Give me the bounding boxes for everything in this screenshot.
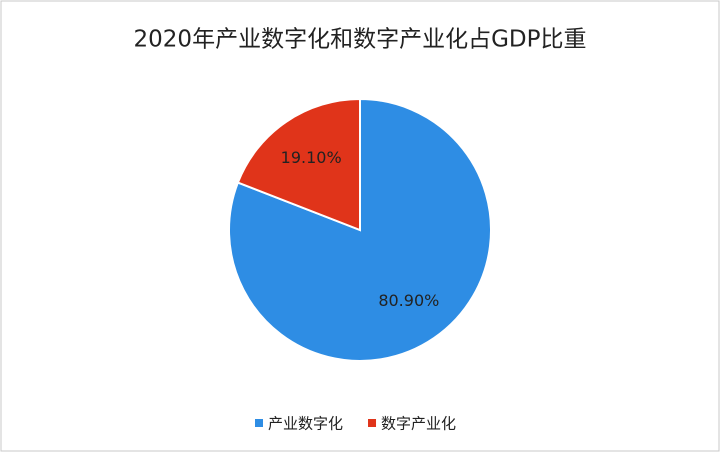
- legend-label: 数字产业化: [381, 415, 456, 433]
- legend-swatch: [368, 419, 377, 427]
- legend-swatch: [255, 419, 263, 427]
- chart-title: 2020年产业数字化和数字产业化占GDP比重: [134, 27, 587, 53]
- data-label: 80.90%: [378, 291, 439, 310]
- pie-slice: [228, 97, 492, 362]
- data-label: 19.10%: [281, 148, 342, 167]
- legend-label: 产业数字化: [268, 415, 343, 433]
- pie-slice: [236, 97, 361, 232]
